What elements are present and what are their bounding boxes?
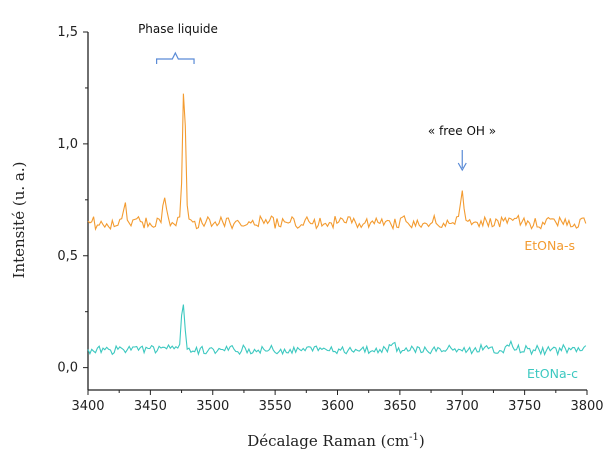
x-tick-label: 3750 (508, 399, 541, 414)
x-tick-label: 3450 (134, 399, 167, 414)
ticks: 3400 3450 3500 3550 3600 3650 3700 3750 3800 0,0 0… (57, 25, 603, 414)
free-oh-arrow-head (457, 162, 467, 172)
y-tick-label: 1,0 (57, 137, 78, 152)
series-group (87, 93, 587, 357)
x-tick-label: 3550 (259, 399, 292, 414)
y-tick-label: 1,5 (57, 25, 78, 40)
series-label-etona-c: EtONa-c (527, 366, 578, 381)
axes (87, 32, 587, 391)
x-tick-label: 3600 (321, 399, 354, 414)
x-axis-title: Décalage Raman (cm-1) (247, 432, 425, 450)
y-axis-title: Intensité (u. a.) (10, 162, 28, 279)
free-oh-label: « free OH » (428, 124, 496, 138)
phase-bracket (156, 51, 195, 64)
x-tick-label: 3800 (570, 399, 603, 414)
series-label-etona-s: EtONa-s (524, 238, 575, 253)
series-line-etona-c (87, 304, 587, 357)
series-line-etona-s (87, 93, 587, 231)
y-tick-label: 0,0 (57, 361, 78, 376)
annotations (156, 51, 467, 172)
y-tick-label: 0,5 (57, 249, 78, 264)
x-tick-label: 3500 (196, 399, 229, 414)
x-tick-label: 3400 (71, 399, 104, 414)
phase-liquide-label: Phase liquide (138, 22, 218, 36)
x-tick-label: 3650 (383, 399, 416, 414)
x-tick-label: 3700 (446, 399, 479, 414)
